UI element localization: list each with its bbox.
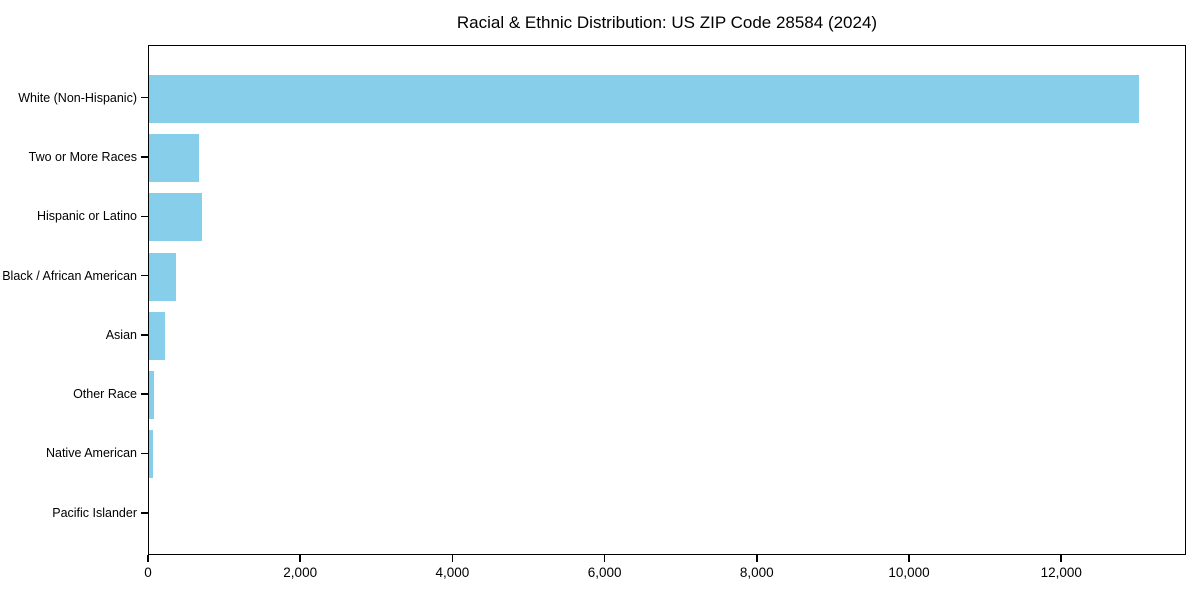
x-tick-label: 10,000 [888,565,930,580]
bar [149,193,202,242]
bar [149,371,154,420]
y-tick [141,393,148,395]
bar [149,430,154,479]
y-axis-label: Other Race [73,387,137,402]
x-tick-label: 8,000 [739,565,774,580]
x-tick [1060,555,1062,562]
bar [149,74,1140,123]
bar [149,311,165,360]
x-tick-label: 12,000 [1040,565,1082,580]
bar [149,252,177,301]
y-tick [141,334,148,336]
y-tick [141,96,148,99]
plot-area [148,45,1186,555]
chart-title: Racial & Ethnic Distribution: US ZIP Cod… [456,13,878,32]
x-tick [756,555,758,562]
x-tick-label: 6,000 [587,565,622,580]
y-axis-label: Two or More Races [28,149,137,164]
y-tick [141,274,148,277]
y-axis-label: Native American [45,446,137,461]
y-tick [141,512,148,514]
x-tick [299,555,301,562]
y-axis-label: Hispanic or Latino [36,209,137,224]
x-tick [603,555,606,562]
y-axis-label: Pacific Islander [52,505,137,520]
y-axis-label: Black / African American [2,268,137,283]
x-tick [451,555,454,562]
y-tick [141,452,148,455]
y-axis-label: Asian [105,327,137,342]
y-tick [141,215,148,217]
bar [149,133,199,182]
x-tick-label: 4,000 [435,565,470,580]
x-tick [908,555,910,562]
y-tick [141,156,148,158]
x-tick-label: 2,000 [283,565,318,580]
y-axis-label: White (Non-Hispanic) [18,90,137,105]
x-tick-label: 0 [144,565,152,580]
x-tick [147,555,149,562]
